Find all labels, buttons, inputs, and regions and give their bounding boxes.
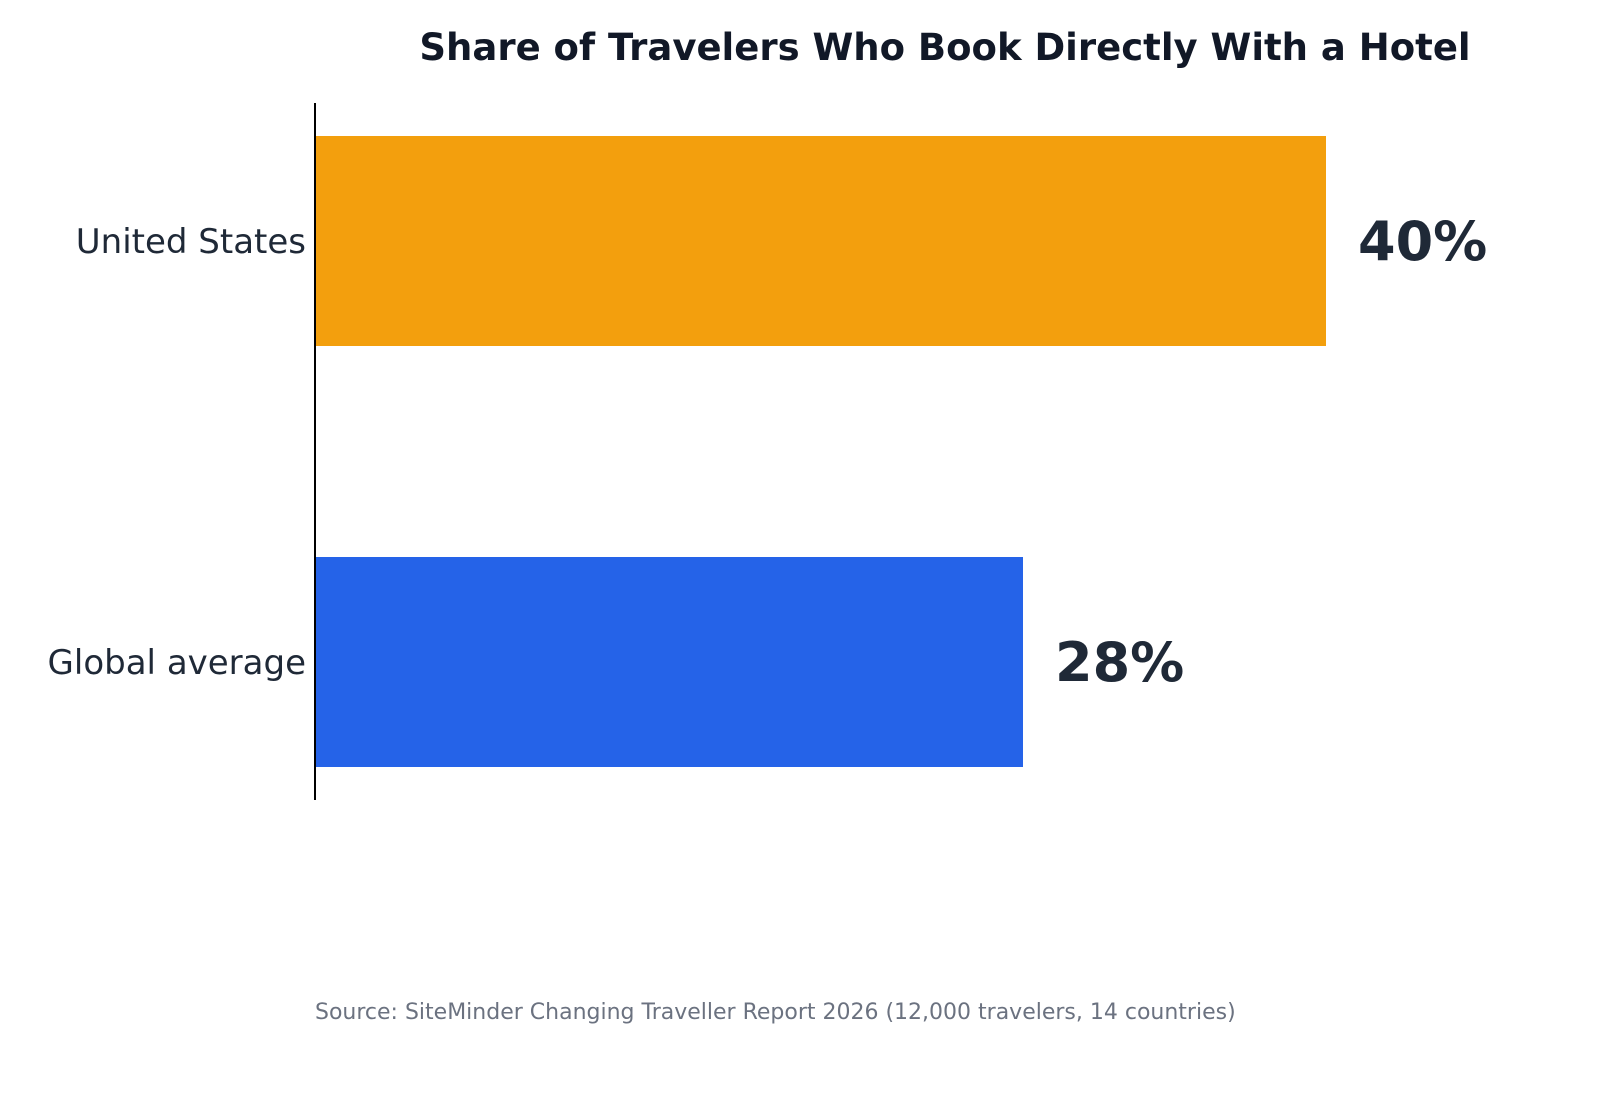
bars-layer [316, 136, 1326, 767]
category-label-united-states: United States [76, 222, 306, 262]
value-label-united-states: 40% [1358, 210, 1487, 273]
chart-title: Share of Travelers Who Book Directly Wit… [419, 26, 1470, 69]
bar-global-average [316, 557, 1023, 767]
bar-united-states [316, 136, 1326, 346]
source-note: Source: SiteMinder Changing Traveller Re… [315, 1000, 1236, 1025]
value-label-global-average: 28% [1055, 631, 1184, 694]
labels-layer: United States 40% Global average 28% [48, 210, 1488, 694]
category-label-global-average: Global average [48, 643, 306, 683]
